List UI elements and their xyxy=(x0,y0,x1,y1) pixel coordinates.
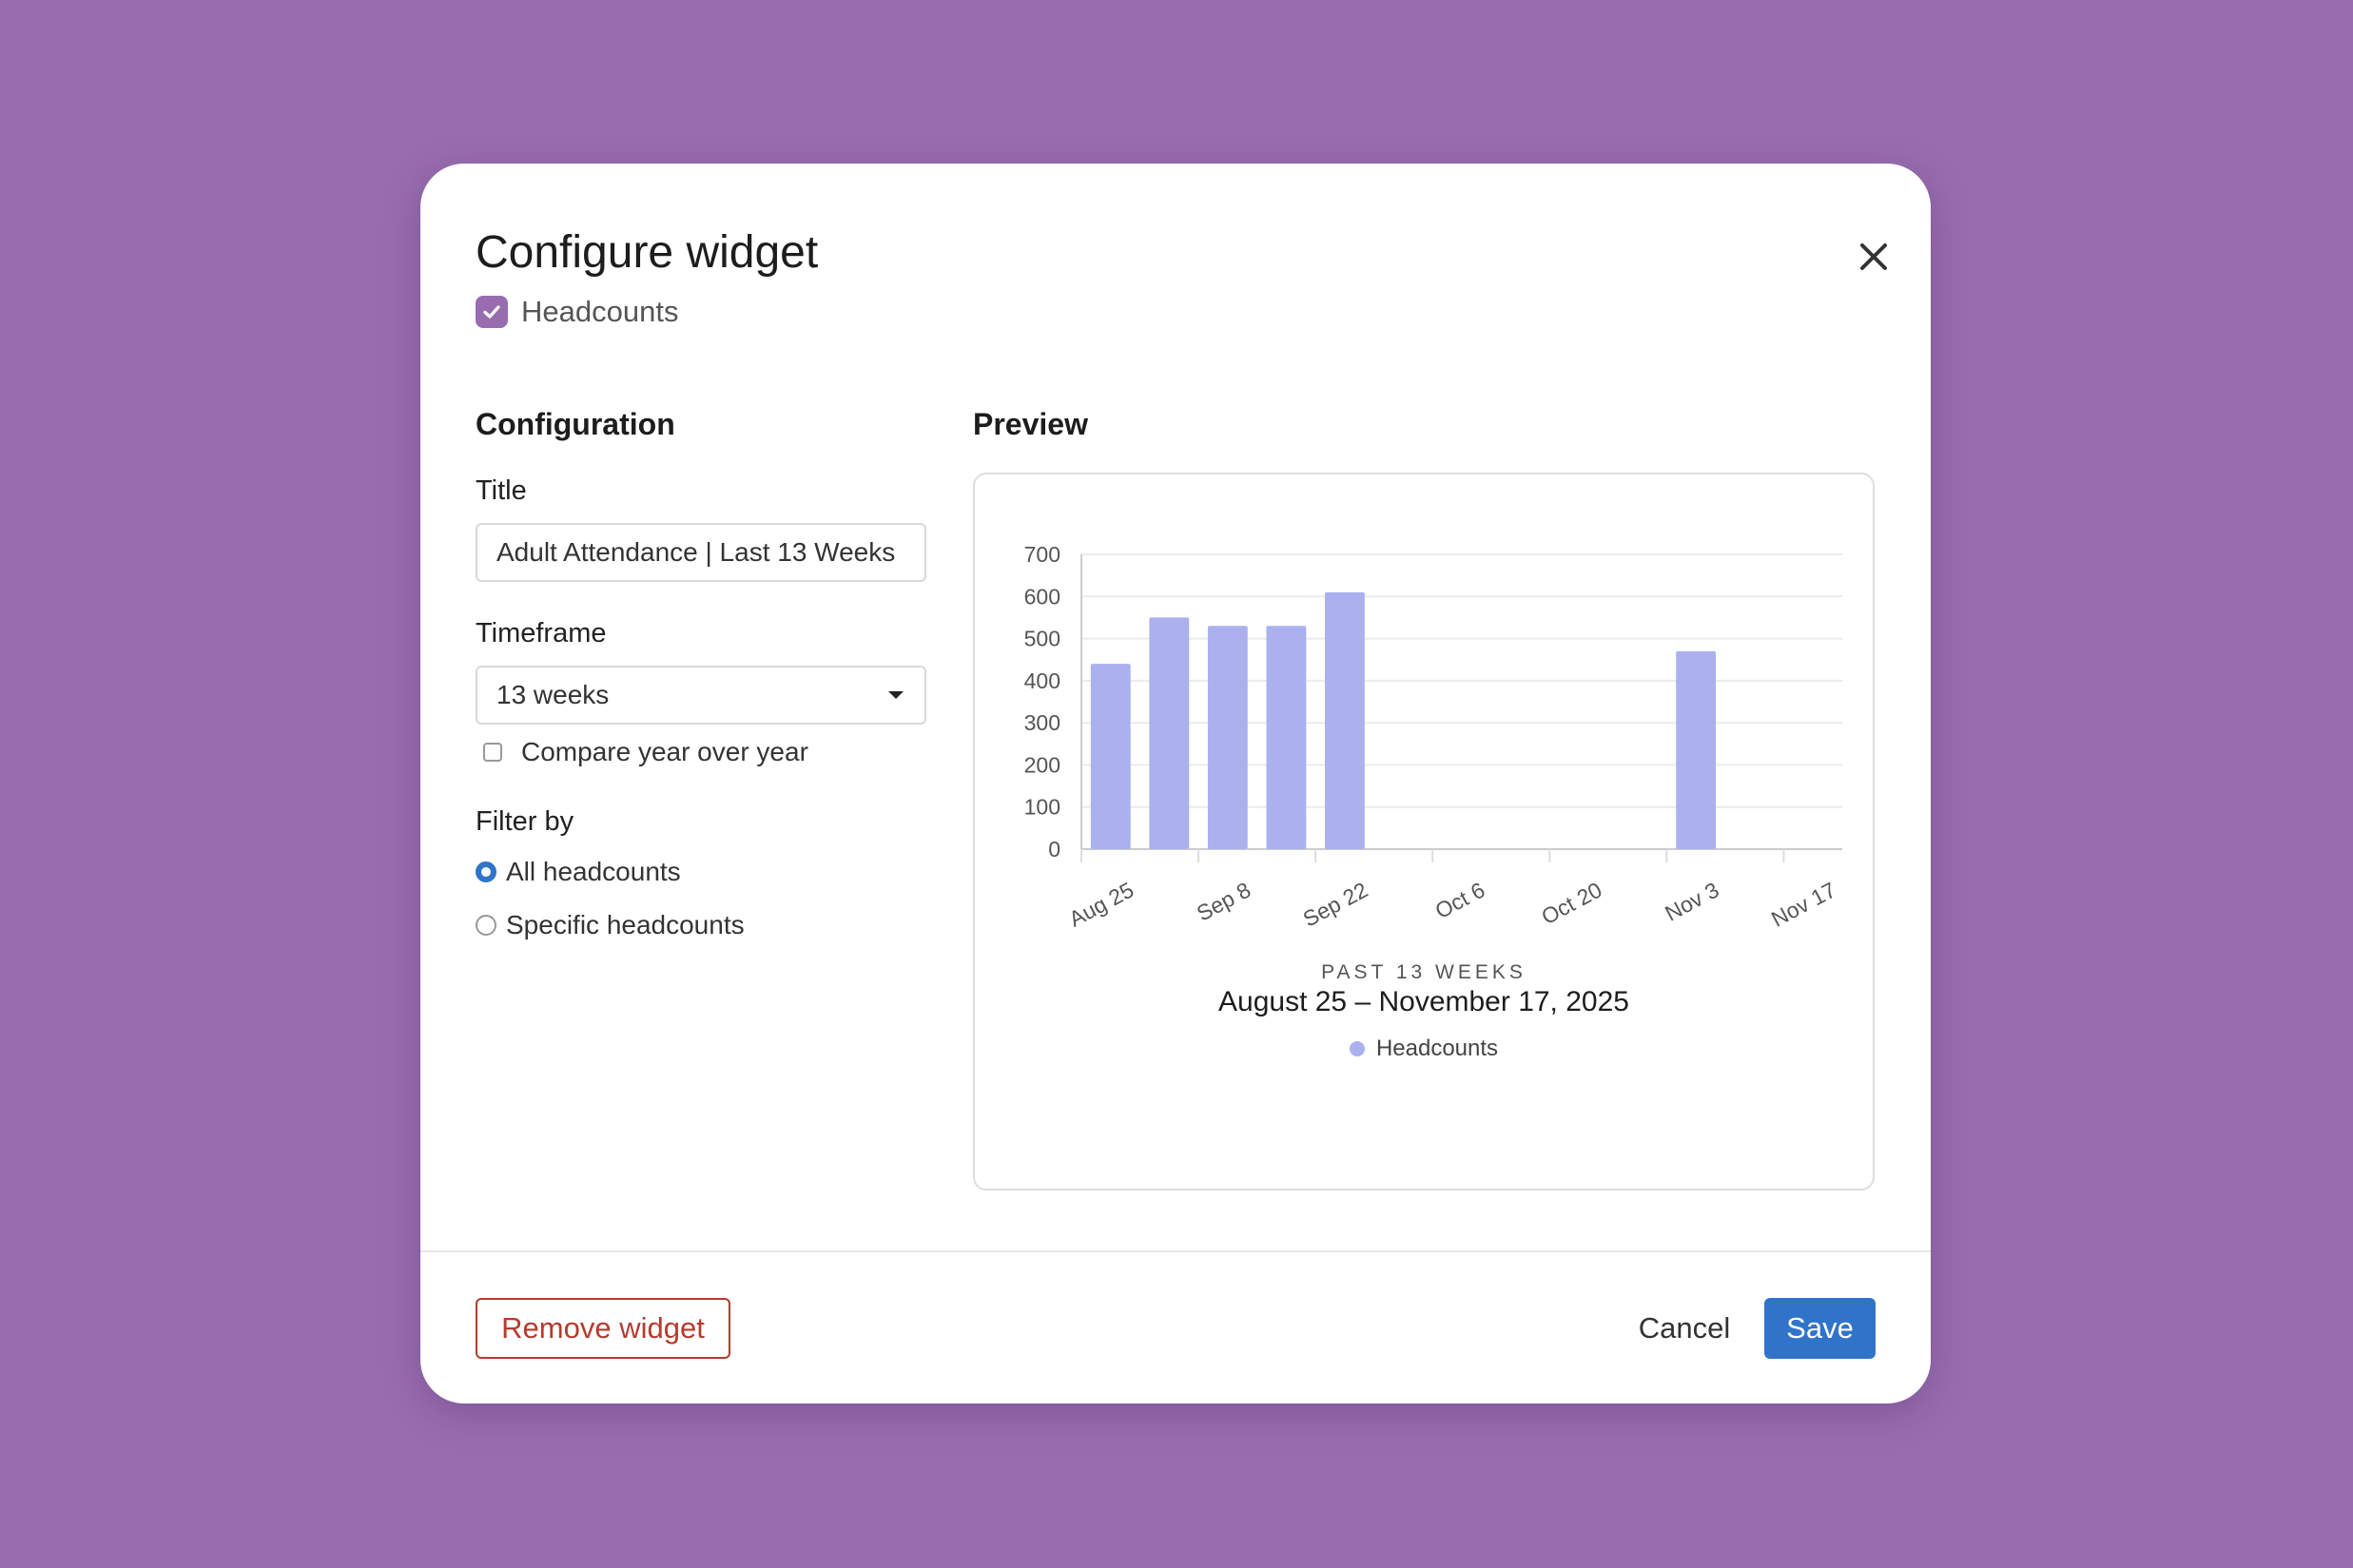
widget-type-label: Headcounts xyxy=(521,295,679,328)
y-tick-label: 0 xyxy=(1048,837,1060,861)
y-tick-label: 400 xyxy=(1024,668,1060,693)
timeframe-field-label: Timeframe xyxy=(476,618,607,648)
title-input[interactable] xyxy=(476,523,926,582)
y-tick-label: 300 xyxy=(1024,710,1060,735)
chart-legend: Headcounts xyxy=(975,1036,1873,1062)
bar xyxy=(1266,626,1307,849)
cancel-button[interactable]: Cancel xyxy=(1623,1298,1746,1359)
date-range: August 25 – November 17, 2025 xyxy=(1218,986,1629,1017)
compare-label: Compare year over year xyxy=(521,737,808,766)
radio-selected[interactable] xyxy=(476,861,496,882)
widget-type: Headcounts xyxy=(476,295,678,329)
timeframe-value: 13 weeks xyxy=(496,680,610,709)
x-tick-label: Nov 17 xyxy=(1767,877,1840,931)
bar xyxy=(1207,626,1248,849)
radio-unselected[interactable] xyxy=(476,915,496,936)
x-tick-label: Aug 25 xyxy=(1065,877,1138,931)
timeframe-select[interactable]: 13 weeks xyxy=(476,666,926,725)
radio-all-headcounts[interactable]: All headcounts xyxy=(476,857,681,887)
dialog-title: Configure widget xyxy=(476,227,819,278)
radio-label: All headcounts xyxy=(506,857,681,886)
period-label: PAST 13 WEEKS xyxy=(1321,961,1527,983)
compare-year-over-year-checkbox[interactable]: Compare year over year xyxy=(476,737,808,767)
y-tick-label: 100 xyxy=(1024,795,1060,820)
chart-preview: 0 100 200 300 400 500 600 700 Aug 25 Sep 8 Sep 22 O… xyxy=(973,473,1875,1191)
y-tick-label: 200 xyxy=(1024,752,1060,777)
footer-divider xyxy=(420,1250,1931,1252)
y-tick-label: 500 xyxy=(1024,627,1060,651)
x-tick-label: Sep 8 xyxy=(1193,877,1254,925)
x-tick-label: Sep 22 xyxy=(1299,877,1372,931)
legend-swatch xyxy=(1349,1041,1365,1056)
x-tick-label: Nov 3 xyxy=(1661,877,1722,925)
y-tick-label: 700 xyxy=(1024,542,1060,567)
caret-down-icon xyxy=(888,691,904,699)
close-icon xyxy=(1860,243,1887,270)
radio-label: Specific headcounts xyxy=(506,910,745,939)
bar xyxy=(1090,664,1131,849)
preview-heading: Preview xyxy=(973,407,1088,441)
filter-by-label: Filter by xyxy=(476,806,574,837)
legend-label: Headcounts xyxy=(1375,1036,1499,1061)
x-tick-label: Oct 6 xyxy=(1431,877,1489,923)
bar xyxy=(1325,591,1365,849)
remove-widget-button[interactable]: Remove widget xyxy=(476,1298,730,1359)
bar xyxy=(1676,650,1717,849)
checkbox-box[interactable] xyxy=(483,743,502,762)
configure-widget-dialog: Configure widget Headcounts Configuratio… xyxy=(420,164,1931,1403)
close-button[interactable] xyxy=(1847,230,1900,283)
title-field-label: Title xyxy=(476,475,527,506)
configuration-heading: Configuration xyxy=(476,407,675,441)
save-button[interactable]: Save xyxy=(1764,1298,1876,1359)
bar xyxy=(1149,617,1190,849)
x-tick-label: Oct 20 xyxy=(1537,877,1605,929)
radio-specific-headcounts[interactable]: Specific headcounts xyxy=(476,910,745,940)
check-icon xyxy=(476,296,508,328)
y-tick-label: 600 xyxy=(1024,584,1060,609)
bar-chart: 0 100 200 300 400 500 600 700 Aug 25 Sep 8 Sep 22 O… xyxy=(1024,542,1842,932)
